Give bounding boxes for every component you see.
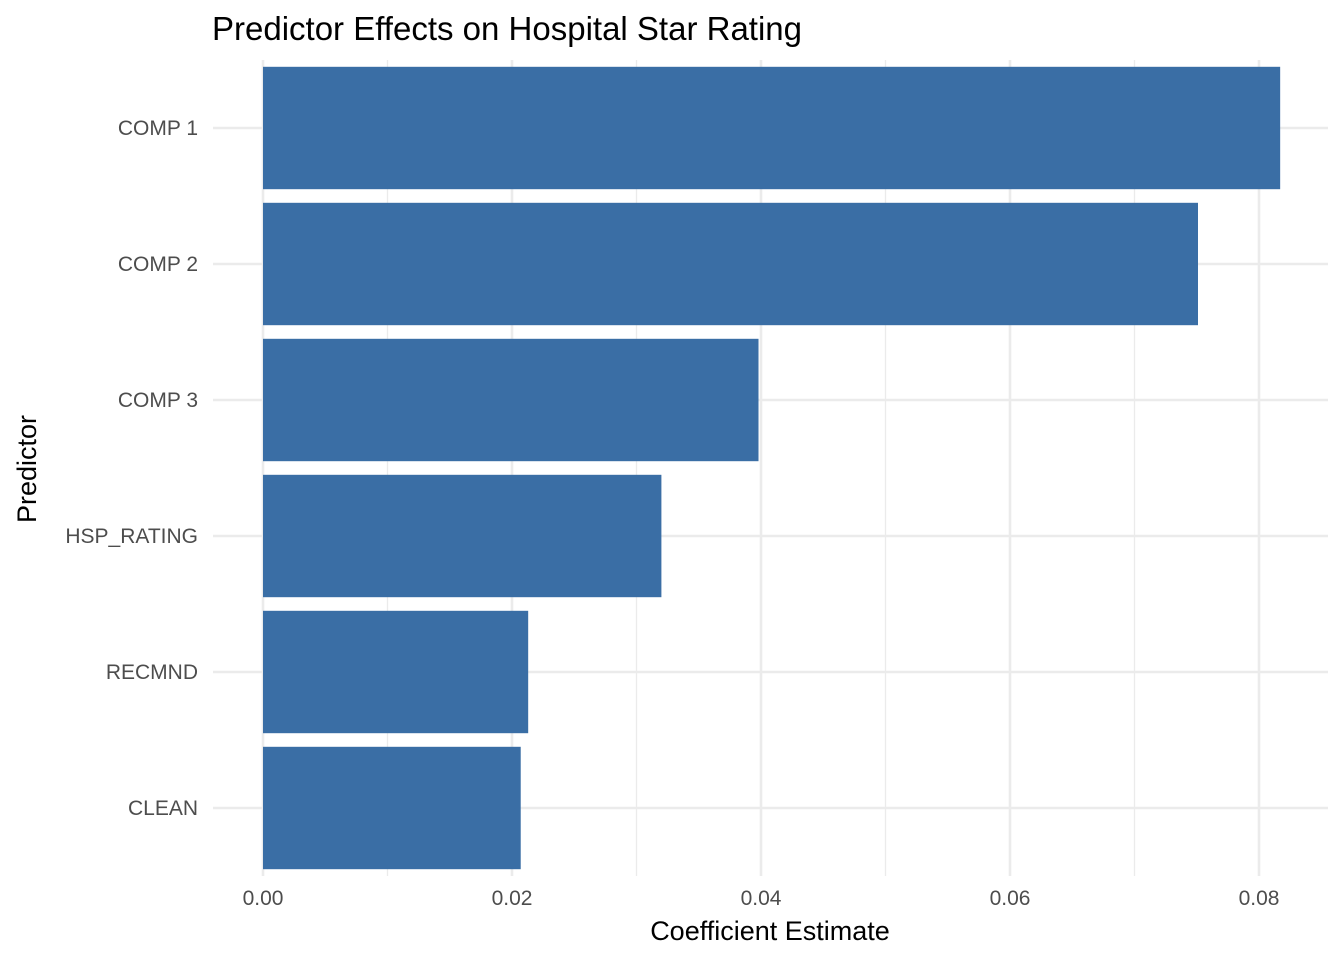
x-tick-label: 0.00 (243, 887, 284, 910)
bar-comp-2 (263, 202, 1198, 326)
y-tick-label: COMP 3 (118, 389, 198, 412)
x-tick-label: 0.06 (990, 887, 1031, 910)
x-tick-label: 0.02 (492, 887, 533, 910)
chart-title: Predictor Effects on Hospital Star Ratin… (212, 10, 802, 47)
x-tick-label: 0.04 (741, 887, 782, 910)
x-tick-label: 0.08 (1239, 887, 1280, 910)
bar-recmnd (263, 610, 529, 734)
y-tick-label: CLEAN (128, 797, 198, 820)
x-axis-title: Coefficient Estimate (650, 916, 890, 946)
bars (263, 66, 1281, 870)
y-axis-tick-labels: COMP 1 COMP 2 COMP 3 HSP_RATING RECMND CLEAN (65, 117, 198, 820)
y-tick-label: COMP 1 (118, 117, 198, 140)
bar-hsp-rating (263, 474, 662, 598)
bar-clean (263, 746, 521, 870)
y-tick-label: RECMND (106, 661, 198, 684)
y-axis-title: Predictor (12, 415, 42, 523)
bar-comp-1 (263, 66, 1281, 190)
y-tick-label: HSP_RATING (65, 525, 198, 548)
y-tick-label: COMP 2 (118, 253, 198, 276)
x-axis-tick-labels: 0.00 0.02 0.04 0.06 0.08 (243, 887, 1280, 910)
bar-comp-3 (263, 338, 759, 462)
